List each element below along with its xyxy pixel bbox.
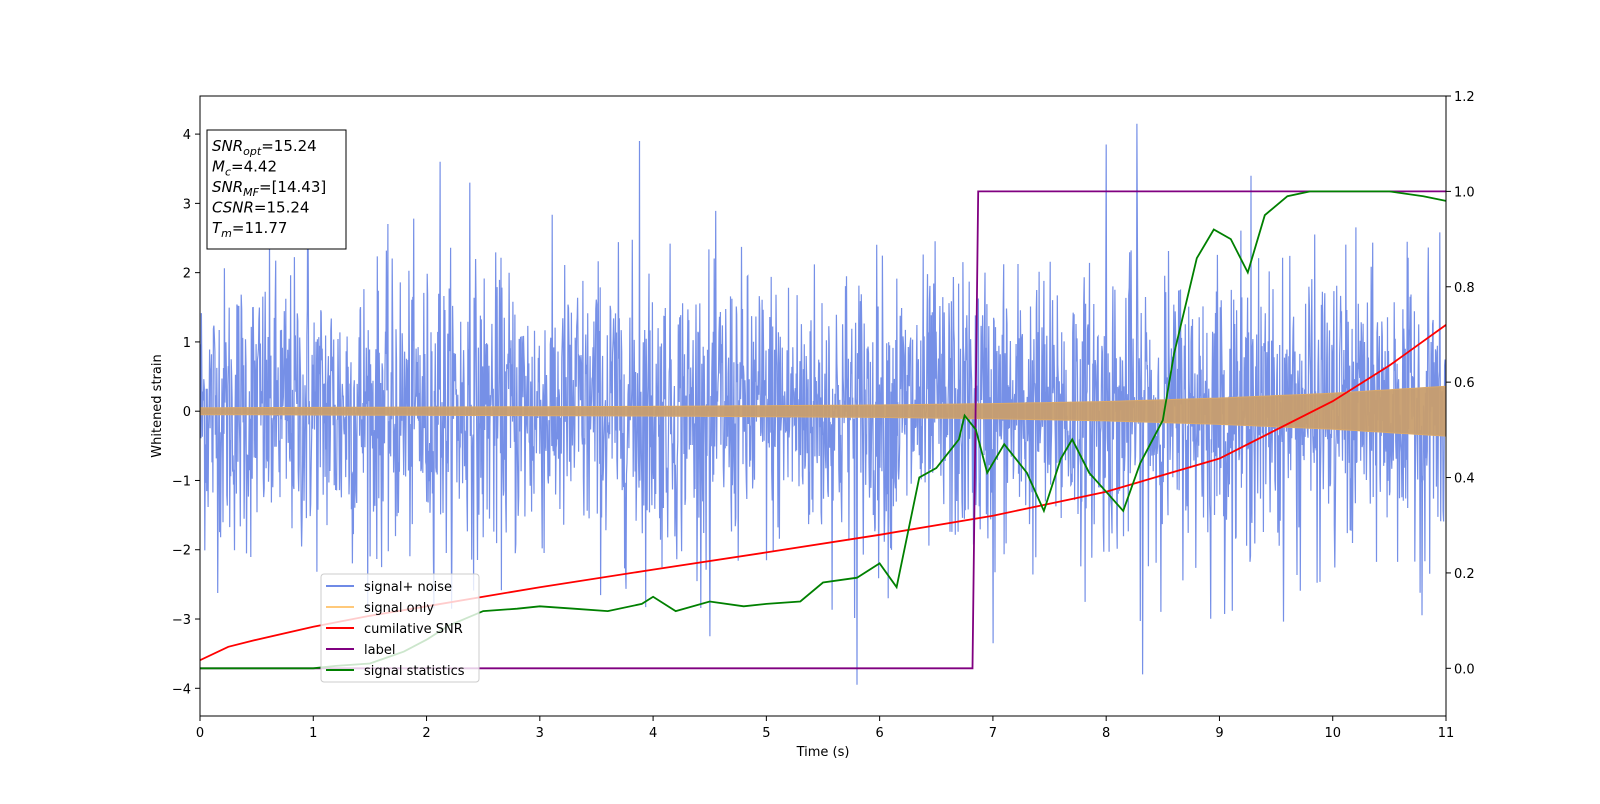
y-tick-label: −2 bbox=[172, 544, 191, 559]
x-tick-label: 1 bbox=[309, 726, 317, 741]
x-tick-label: 9 bbox=[1215, 726, 1223, 741]
plot-frame bbox=[199, 95, 1447, 717]
y-tick-label: 0 bbox=[183, 405, 191, 420]
stats-line: Mc=4.42 bbox=[212, 158, 277, 179]
legend-label: label bbox=[364, 643, 395, 658]
x-axis-label: Time (s) bbox=[796, 745, 850, 760]
series-signal-statistics bbox=[200, 190, 1446, 670]
x-tick-label: 3 bbox=[536, 726, 544, 741]
y-tick-label: 1 bbox=[183, 336, 191, 351]
x-tick-label: 11 bbox=[1438, 726, 1455, 741]
x-tick-label: 4 bbox=[649, 726, 657, 741]
x-tick-label: 8 bbox=[1102, 726, 1110, 741]
x-tick-label: 7 bbox=[989, 726, 997, 741]
y-axis-label: Whitened strain bbox=[150, 354, 165, 457]
legend-frame bbox=[320, 573, 480, 683]
y-tick-label: 3 bbox=[183, 197, 191, 212]
series-signal-only bbox=[200, 385, 1446, 437]
x-axis: 0 1 2 3 4 5 6 7 8 9 10 11 bbox=[196, 716, 1454, 741]
series-layer bbox=[200, 123, 1446, 685]
x-tick-label: 0 bbox=[196, 726, 204, 741]
y-axis-left: 4 3 2 1 0 −1 −2 −3 −4 bbox=[172, 128, 200, 697]
y-axis-right: 1.2 1.0 0.8 0.6 0.4 0.2 0.0 bbox=[1446, 90, 1475, 677]
y2-tick-label: 0.8 bbox=[1454, 281, 1475, 296]
y-tick-label: −4 bbox=[172, 682, 191, 697]
y-tick-label: 4 bbox=[183, 128, 191, 143]
x-tick-label: 10 bbox=[1324, 726, 1341, 741]
stats-line: SNRMF=[14.43] bbox=[212, 178, 326, 199]
legend-label: cumilative SNR bbox=[364, 622, 463, 637]
y2-tick-label: 0.4 bbox=[1454, 472, 1475, 487]
series-cumulative-snr bbox=[200, 324, 1446, 662]
y2-tick-label: 0.2 bbox=[1454, 567, 1475, 582]
y-tick-label: −3 bbox=[172, 613, 191, 628]
stats-line: CSNR=15.24 bbox=[212, 199, 309, 217]
legend-label: signal statistics bbox=[364, 664, 465, 679]
x-tick-label: 5 bbox=[762, 726, 770, 741]
stats-line: SNRopt=15.24 bbox=[212, 137, 317, 158]
y2-tick-label: 0.0 bbox=[1454, 662, 1475, 677]
x-tick-label: 2 bbox=[422, 726, 430, 741]
y-tick-label: −1 bbox=[172, 474, 191, 489]
legend: signal+ noise signal only cumilative SNR la… bbox=[320, 573, 480, 683]
stats-box: SNRopt=15.24Mc=4.42SNRMF=[14.43]CSNR=15.… bbox=[206, 129, 347, 250]
stats-line: Tm=11.77 bbox=[212, 219, 287, 240]
legend-label: signal+ noise bbox=[364, 580, 452, 595]
x-tick-label: 6 bbox=[875, 726, 883, 741]
y-tick-label: 2 bbox=[183, 267, 191, 282]
y2-tick-label: 1.2 bbox=[1454, 90, 1475, 105]
y2-tick-label: 1.0 bbox=[1454, 185, 1475, 200]
y2-tick-label: 0.6 bbox=[1454, 376, 1475, 391]
legend-label: signal only bbox=[364, 601, 434, 616]
stats-frame bbox=[206, 129, 347, 250]
